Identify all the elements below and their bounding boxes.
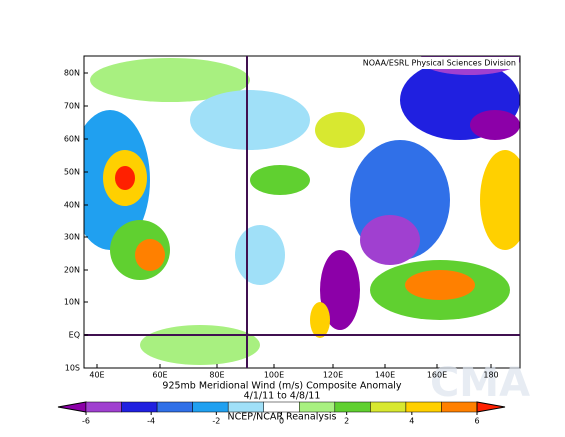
colorbar-label: 0 [279, 417, 284, 426]
lat-label: 80N [64, 69, 80, 78]
colorbar-label: 4 [409, 417, 414, 426]
colorbar-label: 6 [474, 417, 479, 426]
lon-label: 60E [152, 371, 167, 380]
lat-label: 20N [64, 266, 80, 275]
lat-label: 60N [64, 135, 80, 144]
lon-label: 180 [483, 371, 498, 380]
colorbar-swatch [370, 401, 407, 413]
lon-label: 140E [375, 371, 395, 380]
lon-label: 80E [209, 371, 224, 380]
lat-label: 40N [64, 201, 80, 210]
lat-label: 30N [64, 233, 80, 242]
colorbar-swatch [334, 401, 371, 413]
map-frame [83, 55, 521, 369]
credit: NCEP/NCAR Reanalysis [227, 412, 336, 423]
lat-label: 10N [64, 298, 80, 307]
colorbar-label: 2 [344, 417, 349, 426]
lon-label: 100E [264, 371, 284, 380]
map-title: 925mb Meridional Wind (m/s) Composite An… [162, 381, 402, 392]
source: NOAA/ESRL Physical Sciences Division [363, 59, 516, 68]
colorbar-swatch [441, 401, 478, 413]
lat-label: 10S [65, 364, 80, 373]
colorbar-swatch [227, 401, 264, 413]
colorbar-end [57, 401, 87, 413]
source-box [350, 57, 519, 69]
colorbar-swatch [263, 401, 300, 413]
lon-label: 120E [323, 371, 343, 380]
colorbar-label: -4 [147, 417, 155, 426]
map-field [84, 56, 520, 368]
lat-label: 50N [64, 168, 80, 177]
date-range: 4/1/11 to 4/8/11 [244, 391, 321, 402]
colorbar-end [476, 401, 506, 413]
colorbar-swatch [405, 401, 442, 413]
lon-label: 160E [427, 371, 447, 380]
colorbar-swatch [192, 401, 229, 413]
lat-label: EQ [69, 331, 80, 340]
lat-label: 70N [64, 102, 80, 111]
colorbar-label: -6 [82, 417, 90, 426]
colorbar-label: -2 [212, 417, 220, 426]
lon-label: 40E [89, 371, 104, 380]
watermark: CMA [430, 360, 530, 406]
colorbar-swatch [121, 401, 158, 413]
colorbar-swatch [299, 401, 336, 413]
colorbar-swatch [85, 401, 122, 413]
colorbar-swatch [156, 401, 193, 413]
